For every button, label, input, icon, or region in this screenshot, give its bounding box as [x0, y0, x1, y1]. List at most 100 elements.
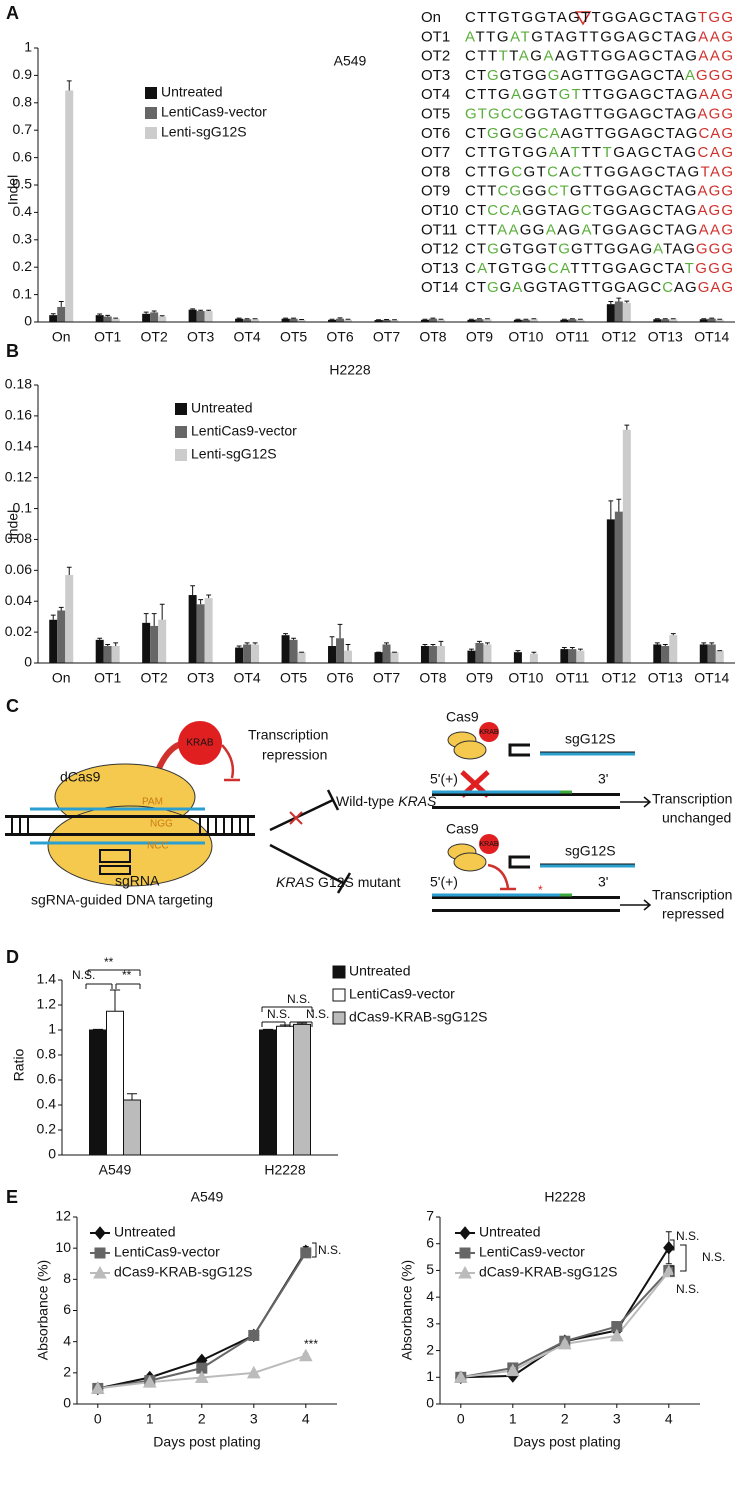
seq-segment: AGTTGGAGCTAG: [555, 48, 697, 65]
error-bar: [577, 318, 583, 320]
seq-segment: T: [571, 144, 580, 161]
x-tick-label: OT2: [141, 329, 168, 345]
seq-name: OT7: [421, 144, 450, 161]
y-axis-label: Ratio: [11, 1048, 27, 1081]
bar: [243, 319, 252, 322]
error-bar: [206, 594, 212, 599]
seq-segment: GGG: [696, 67, 733, 84]
y-tick-label: 0.2: [13, 258, 33, 274]
bar: [235, 318, 244, 322]
bar: [483, 644, 492, 663]
seq-segment: CAG: [698, 125, 733, 142]
seq-name: OT8: [421, 163, 450, 180]
x-tick-label: 4: [302, 1411, 310, 1427]
bar: [521, 319, 530, 322]
x-tick-label: 0: [457, 1411, 465, 1427]
seq-segment: GT: [524, 163, 546, 180]
seq-segment: C: [571, 163, 582, 180]
y-axis-label: Absorbance (%): [35, 1260, 51, 1360]
y-tick-label: 0.5: [13, 176, 33, 192]
seq-segment: C: [511, 163, 522, 180]
bar: [576, 319, 585, 322]
bar: [158, 619, 167, 663]
error-bar: [126, 1093, 138, 1100]
y-tick-label: 0.14: [5, 437, 32, 453]
seq-segment: TTG: [475, 28, 508, 45]
seq-segment: GGG: [695, 260, 733, 277]
error-bar: [515, 650, 521, 653]
sequence: CTTGCGTCACTTGGAGCTAGTAG: [465, 163, 733, 180]
bar: [57, 306, 66, 322]
x-tick-label: OT11: [555, 329, 589, 345]
seq-segment: G: [530, 48, 542, 65]
legend-label: Untreated: [479, 1224, 540, 1240]
seq-name: OT10: [421, 202, 459, 219]
seq-segment: GAGCTAG: [613, 144, 696, 161]
dna: [432, 806, 620, 809]
legend-swatch: [175, 403, 187, 415]
bar: [699, 319, 708, 322]
y-tick-label: 12: [55, 1208, 71, 1224]
label: 3': [598, 874, 608, 890]
y-tick-label: 0.4: [37, 1096, 57, 1112]
label: Transcription: [652, 791, 732, 807]
legend-swatch: [332, 1011, 346, 1025]
seq-segment: GGTAGTTGGAGC: [523, 279, 661, 296]
seq-name: OT4: [421, 86, 450, 103]
seq-segment: A: [519, 48, 529, 65]
bar: [123, 1099, 141, 1156]
error-bar: [670, 633, 676, 636]
annotation: N.S.: [318, 1243, 341, 1257]
seq-name: OT5: [421, 105, 450, 122]
seq-segment: AAG: [699, 86, 733, 103]
bar: [374, 652, 383, 663]
seq-segment: AG: [557, 221, 580, 238]
error-bar: [654, 642, 660, 645]
x-tick-label: OT12: [601, 329, 636, 345]
annotation: N.S.: [72, 968, 95, 982]
marker: [459, 1226, 471, 1240]
seq-name: OT1: [421, 28, 450, 45]
x-tick-label: OT3: [187, 670, 214, 686]
bar: [467, 650, 476, 663]
x-tick-label: OT3: [187, 329, 214, 345]
marker: [90, 1381, 105, 1394]
bar: [142, 313, 151, 322]
bar: [49, 619, 58, 663]
error-bar: [190, 308, 196, 310]
label: KRAB: [479, 841, 498, 848]
y-axis-label: Indel: [5, 510, 21, 540]
y-axis-label: Absorbance (%): [399, 1260, 415, 1360]
annotation: N.S.: [267, 1007, 290, 1021]
error-bar: [624, 300, 630, 303]
error-bar: [291, 317, 296, 319]
bar: [428, 318, 437, 322]
inhibit: [487, 863, 516, 891]
y-tick-label: 7: [426, 1208, 434, 1224]
x-tick-label: OT9: [466, 670, 493, 686]
seq-name: OT12: [421, 241, 459, 258]
x-tick-label: 3: [250, 1411, 258, 1427]
chart-title: A549: [191, 1189, 224, 1205]
x-tick-label: OT4: [233, 329, 260, 345]
x-tick-label: OT10: [508, 670, 543, 686]
bar: [188, 309, 197, 322]
error-bar: [198, 309, 204, 312]
x-tick-label: A549: [99, 1162, 132, 1178]
error-bar: [569, 318, 575, 320]
x-tick-label: OT13: [648, 329, 683, 345]
error-bar: [561, 647, 567, 650]
x-tick-label: OT7: [373, 329, 400, 345]
bar: [622, 429, 631, 663]
marker: [94, 1226, 106, 1240]
legend-swatch: [145, 127, 157, 139]
legend-label: Untreated: [191, 400, 252, 416]
seq-segment: G: [548, 67, 560, 84]
sequence: CTGGTGGTGGTTGGAGATAGGGG: [465, 241, 733, 258]
bar: [715, 650, 724, 663]
dna: [5, 833, 255, 836]
bar: [475, 642, 484, 663]
label: repressed: [662, 906, 724, 922]
label: Cas9: [446, 821, 479, 837]
bar: [276, 1025, 294, 1156]
